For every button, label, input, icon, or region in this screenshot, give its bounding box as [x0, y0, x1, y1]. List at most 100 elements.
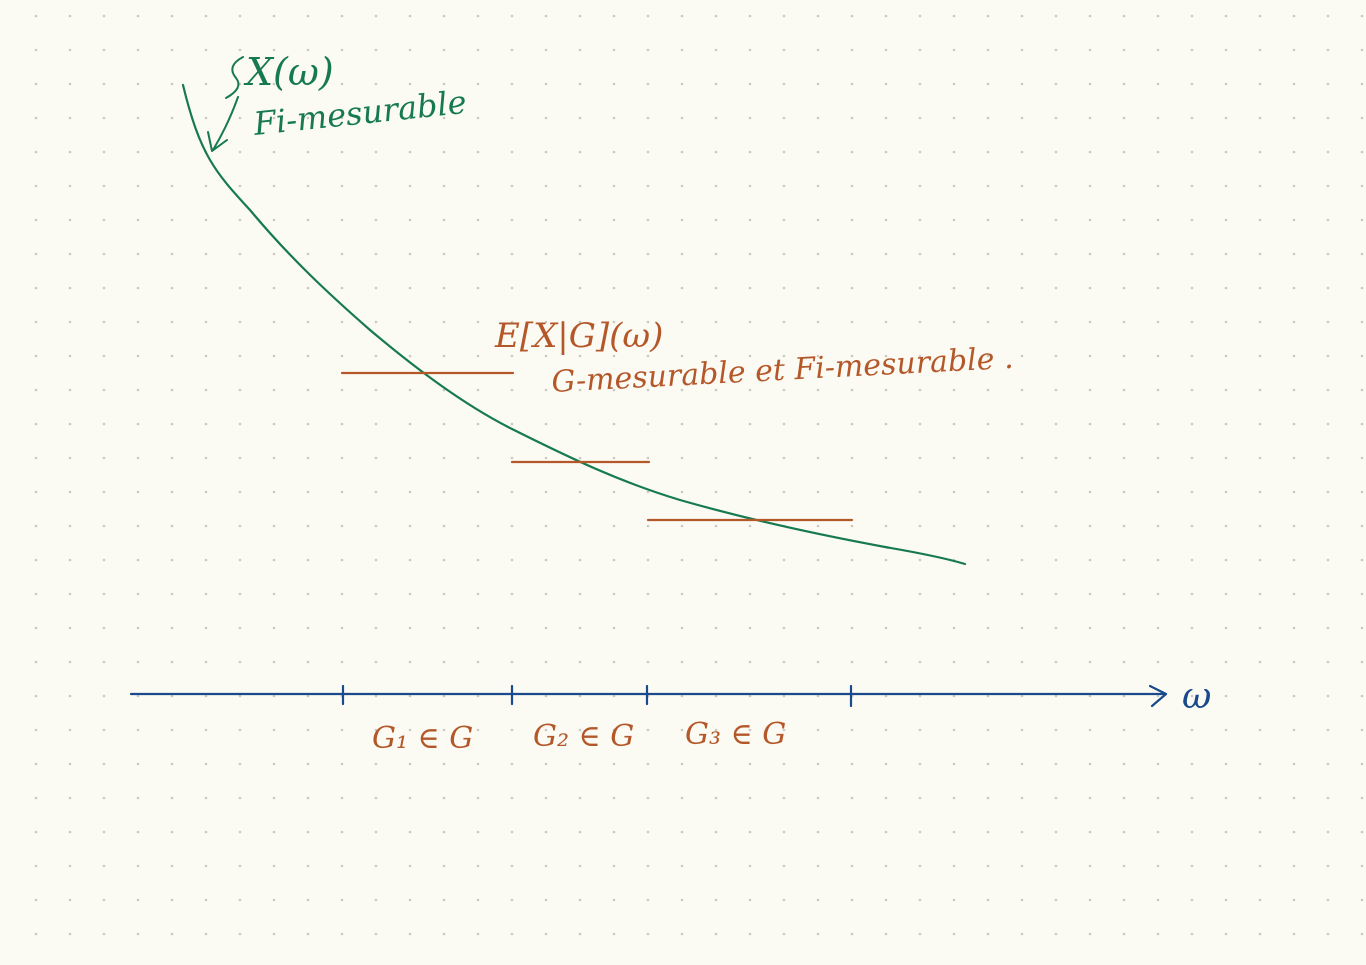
grid-dot — [1326, 592, 1330, 596]
grid-dot — [782, 864, 786, 868]
grid-dot — [1360, 864, 1364, 868]
grid-dot — [340, 150, 344, 154]
grid-dot — [1054, 286, 1058, 290]
grid-dot — [884, 320, 888, 324]
grid-dot — [1326, 524, 1330, 528]
grid-dot — [68, 48, 72, 52]
grid-dot — [884, 728, 888, 732]
grid-dot — [884, 762, 888, 766]
grid-dot — [850, 558, 854, 562]
grid-dot — [408, 116, 412, 120]
grid-dot — [1326, 898, 1330, 902]
grid-dot — [374, 932, 378, 936]
grid-dot — [34, 898, 38, 902]
grid-dot — [680, 184, 684, 188]
grid-dot — [850, 184, 854, 188]
grid-dot — [850, 116, 854, 120]
grid-dot — [578, 14, 582, 18]
grid-dot — [986, 116, 990, 120]
grid-dot — [238, 456, 242, 460]
grid-dot — [1054, 456, 1058, 460]
grid-dot — [646, 150, 650, 154]
grid-dot — [170, 48, 174, 52]
grid-dot — [136, 456, 140, 460]
grid-dot — [714, 558, 718, 562]
grid-dot — [238, 150, 242, 154]
grid-dot — [510, 14, 514, 18]
grid-dot — [1360, 932, 1364, 936]
grid-dot — [544, 864, 548, 868]
grid-dot — [1190, 252, 1194, 256]
grid-dot — [646, 14, 650, 18]
grid-dot — [748, 558, 752, 562]
grid-dot — [952, 354, 956, 358]
grid-dot — [918, 932, 922, 936]
grid-dot — [272, 626, 276, 630]
grid-dot — [1020, 184, 1024, 188]
grid-dot — [340, 728, 344, 732]
grid-dot — [748, 762, 752, 766]
grid-dot — [578, 524, 582, 528]
grid-dot — [476, 762, 480, 766]
grid-dot — [1360, 218, 1364, 222]
grid-dot — [442, 796, 446, 800]
grid-dot — [1360, 354, 1364, 358]
grid-dot — [782, 354, 786, 358]
grid-dot — [952, 320, 956, 324]
grid-dot — [612, 388, 616, 392]
grid-dot — [646, 456, 650, 460]
grid-dot — [918, 796, 922, 800]
grid-dot — [306, 82, 310, 86]
grid-dot — [102, 456, 106, 460]
grid-dot — [918, 626, 922, 630]
grid-dot — [34, 864, 38, 868]
grid-dot — [1292, 48, 1296, 52]
grid-dot — [204, 592, 208, 596]
grid-dot — [374, 456, 378, 460]
grid-dot — [170, 456, 174, 460]
grid-dot — [510, 762, 514, 766]
grid-dot — [1292, 592, 1296, 596]
grid-dot — [238, 116, 242, 120]
grid-dot — [68, 388, 72, 392]
grid-dot — [238, 592, 242, 596]
grid-dot — [1156, 218, 1160, 222]
grid-dot — [340, 48, 344, 52]
grid-dot — [884, 592, 888, 596]
grid-dot — [1292, 762, 1296, 766]
grid-dot — [1292, 150, 1296, 154]
grid-dot — [442, 898, 446, 902]
grid-dot — [1360, 48, 1364, 52]
grid-dot — [476, 422, 480, 426]
grid-dot — [170, 660, 174, 664]
grid-dot — [306, 286, 310, 290]
grid-dot — [1054, 694, 1058, 698]
grid-dot — [1190, 456, 1194, 460]
grid-dot — [782, 82, 786, 86]
grid-dot — [272, 82, 276, 86]
grid-dot — [1054, 660, 1058, 664]
grid-dot — [952, 626, 956, 630]
grid-dot — [306, 524, 310, 528]
grid-dot — [748, 592, 752, 596]
grid-dot — [1258, 898, 1262, 902]
grid-dot — [340, 524, 344, 528]
grid-dot — [1020, 320, 1024, 324]
grid-dot — [1088, 830, 1092, 834]
grid-dot — [612, 626, 616, 630]
grid-dot — [1326, 830, 1330, 834]
grid-dot — [544, 592, 548, 596]
grid-dot — [408, 864, 412, 868]
conditional-expectation-label: E[X|G](ω) — [494, 316, 663, 356]
grid-dot — [884, 218, 888, 222]
grid-dot — [850, 762, 854, 766]
grid-dot — [680, 48, 684, 52]
grid-dot — [272, 150, 276, 154]
grid-dot — [816, 354, 820, 358]
grid-dot — [476, 626, 480, 630]
grid-dot — [272, 184, 276, 188]
grid-dot — [952, 864, 956, 868]
grid-dot — [340, 626, 344, 630]
grid-dot — [612, 932, 616, 936]
grid-dot — [1326, 490, 1330, 494]
